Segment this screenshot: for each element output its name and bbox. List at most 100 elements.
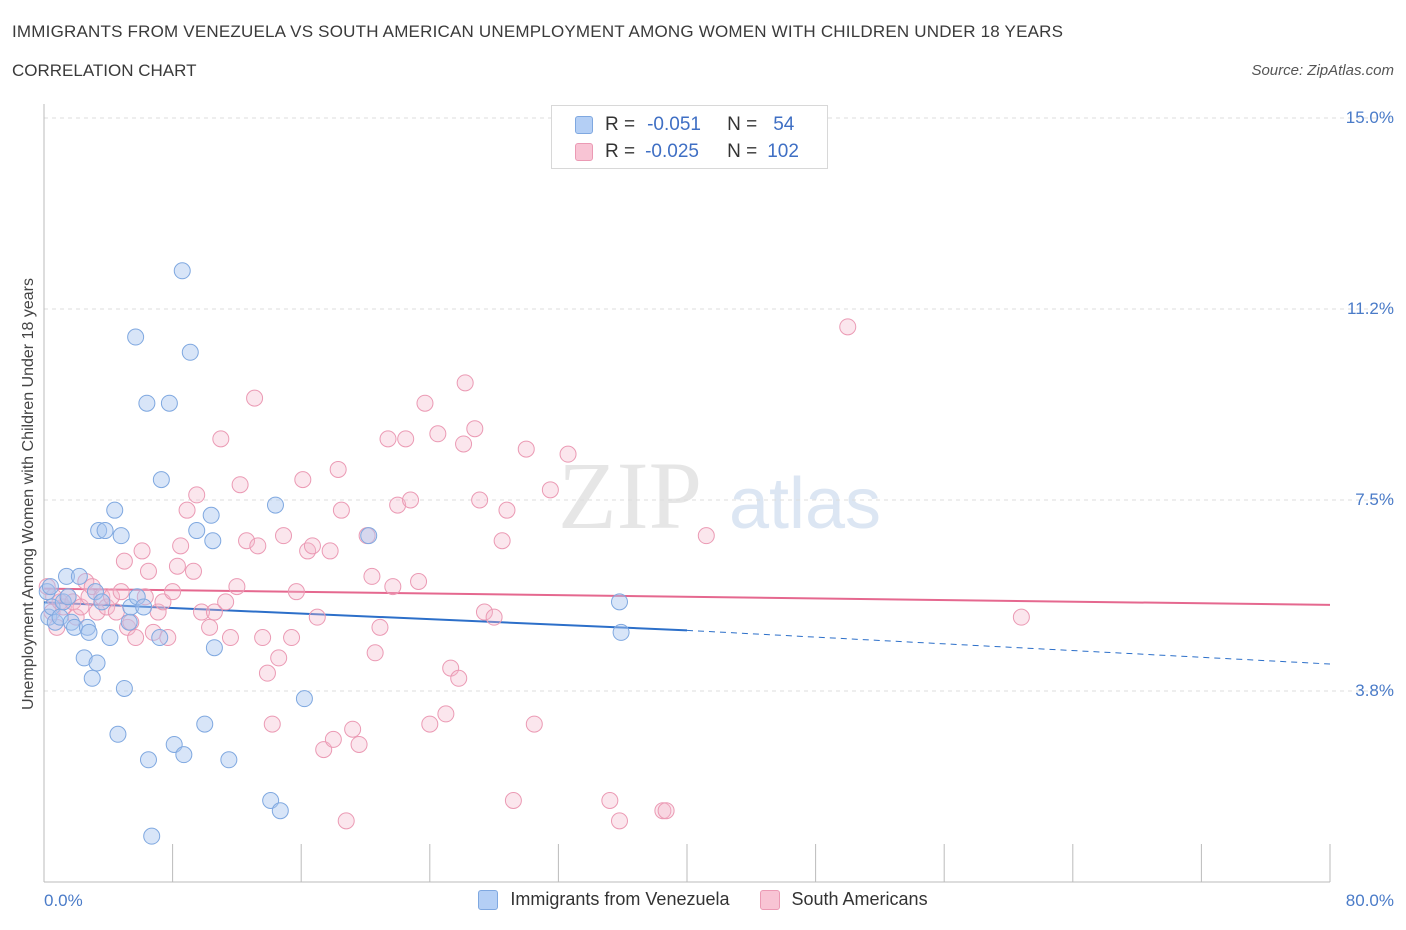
south-american-point (471, 491, 489, 509)
south-american-point (697, 527, 715, 545)
legend-n-value: 102 (767, 141, 799, 162)
y-tick-label: 11.2% (1347, 299, 1394, 318)
south-american-point (450, 669, 468, 687)
south-american-point (193, 603, 211, 621)
chart-subtitle: CORRELATION CHART (12, 61, 197, 80)
south-american-point (308, 608, 326, 626)
south-american-point (402, 491, 420, 509)
venezuela-point (112, 527, 130, 545)
south-american-point (601, 792, 619, 810)
south-american-point (246, 389, 264, 407)
south-american-point (107, 603, 125, 621)
south-american-point (324, 730, 342, 748)
south-american-point (410, 572, 428, 590)
venezuela-point (181, 343, 199, 361)
venezuela-point (152, 471, 170, 489)
legend-label-south-americans: South Americans (791, 889, 928, 909)
venezuela-point (75, 649, 93, 667)
south-american-point (610, 812, 628, 830)
south-american-point (275, 527, 293, 545)
legend-r-label: R = (605, 114, 636, 135)
south-american-point (498, 501, 516, 519)
venezuela-point (70, 567, 88, 585)
south-american-point (303, 537, 321, 555)
south-american-point (249, 537, 267, 555)
venezuela-point (38, 583, 56, 601)
south-american-point (217, 593, 235, 611)
south-american-point (270, 649, 288, 667)
south-american-point (115, 552, 133, 570)
south-american-point (344, 720, 362, 738)
venezuela-point (41, 578, 59, 596)
venezuela-point (128, 588, 146, 606)
south-american-point (299, 542, 317, 560)
venezuela-point (59, 588, 77, 606)
venezuela-point (83, 669, 101, 687)
south-american-point (205, 603, 223, 621)
south-american-point (475, 603, 493, 621)
south-american-point (429, 425, 447, 443)
legend-r-value: -0.025 (645, 141, 699, 162)
venezuela-point (175, 746, 193, 764)
legend-item-south-americans: South Americans (759, 889, 928, 910)
south-american-point (384, 578, 402, 596)
y-tick-label: 7.5% (1355, 490, 1394, 509)
south-american-point (525, 715, 543, 733)
south-american-trend-line (43, 587, 1331, 606)
source-label: Source: ZipAtlas.com (1251, 62, 1394, 79)
venezuela-point (173, 262, 191, 280)
venezuela-point (54, 593, 72, 611)
x-tick-max: 80.0% (1345, 891, 1394, 910)
south-american-point (139, 562, 157, 580)
south-american-point (379, 430, 397, 448)
venezuela-point (360, 527, 378, 545)
venezuela-point (58, 567, 76, 585)
venezuela-point (93, 593, 111, 611)
venezuela-point (271, 802, 289, 820)
south-american-point (294, 471, 312, 489)
legend-label-venezuela: Immigrants from Venezuela (510, 889, 730, 909)
legend-row-venezuela: R = -0.051 N = 54 (575, 113, 794, 137)
venezuela-point (101, 629, 119, 647)
venezuela-point (205, 639, 223, 657)
venezuela-point (610, 593, 628, 611)
x-tick-min: 0.0% (44, 891, 83, 910)
south-american-point (416, 394, 434, 412)
legend-swatch-pink (575, 143, 593, 161)
south-american-point (421, 715, 439, 733)
y-tick-label: 15.0% (1345, 108, 1394, 127)
south-american-point (541, 481, 559, 499)
south-american-point (127, 629, 145, 647)
south-american-point (517, 440, 535, 458)
venezuela-point (202, 506, 220, 524)
south-american-point (263, 715, 281, 733)
y-tick-label: 3.8% (1355, 681, 1394, 700)
south-american-point (172, 537, 190, 555)
south-american-point (238, 532, 256, 550)
south-american-point (389, 496, 407, 514)
watermark-zip: ZIP (558, 442, 702, 549)
legend-r-value: -0.051 (647, 114, 701, 135)
south-american-point (287, 583, 305, 601)
venezuela-point (80, 623, 98, 641)
south-american-point (332, 501, 350, 519)
south-american-point (504, 792, 522, 810)
venezuela-point (204, 532, 222, 550)
venezuela-point (86, 583, 104, 601)
venezuela-point (266, 496, 284, 514)
legend-n-value: 54 (773, 114, 795, 135)
legend-swatch-blue (575, 116, 593, 134)
south-american-point (178, 501, 196, 519)
south-american-point (329, 460, 347, 478)
venezuela-point (135, 598, 153, 616)
south-american-point (437, 705, 455, 723)
venezuela-trend-extension (686, 629, 1331, 665)
south-american-point (466, 420, 484, 438)
venezuela-point (612, 623, 630, 641)
venezuela-point (122, 598, 140, 616)
south-american-point (455, 435, 473, 453)
venezuela-point (151, 629, 169, 647)
south-american-point (168, 557, 186, 575)
venezuela-point (188, 522, 206, 540)
